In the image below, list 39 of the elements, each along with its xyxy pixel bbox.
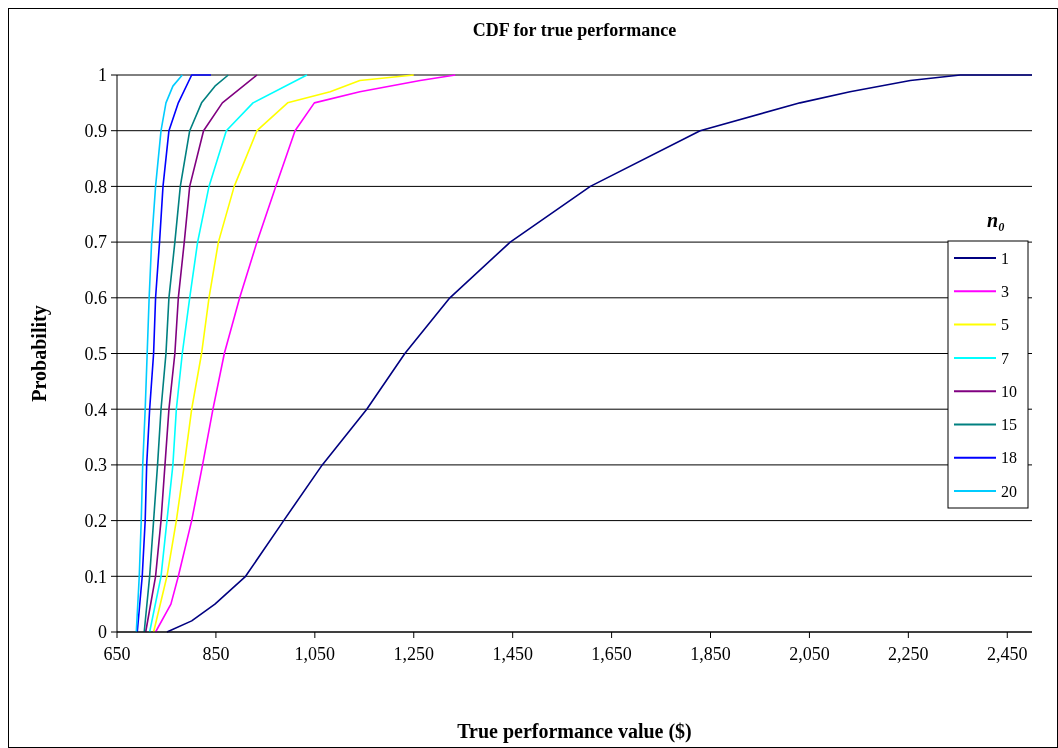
- legend-label: 5: [1001, 316, 1009, 334]
- y-tick-label: 0.1: [84, 566, 107, 587]
- x-axis-title: True performance value ($): [457, 720, 692, 743]
- x-tick-label: 650: [103, 644, 131, 664]
- x-tick-label: 2,450: [987, 644, 1028, 664]
- y-tick-label: 0: [98, 622, 107, 643]
- chart-title: CDF for true performance: [472, 20, 677, 40]
- legend-label: 7: [1001, 349, 1009, 367]
- line-series: [143, 74, 230, 633]
- y-axis-title: Probability: [28, 305, 51, 402]
- line-series: [148, 74, 308, 633]
- legend-label: 20: [1001, 482, 1017, 500]
- legend-label: 3: [1001, 282, 1009, 300]
- y-tick-label: 0.3: [84, 455, 107, 476]
- x-tick-label: 1,050: [294, 644, 336, 664]
- x-tick-label: 2,050: [789, 644, 830, 664]
- y-tick-label: 0.2: [84, 510, 107, 531]
- y-tick-label: 0.5: [84, 343, 107, 364]
- line-series: [166, 74, 1032, 633]
- y-tick-label: 0.4: [84, 399, 107, 420]
- legend-title: n₀: [986, 209, 1006, 231]
- y-tick-label: 0.6: [84, 288, 107, 309]
- x-tick-label: 850: [202, 644, 230, 664]
- legend-label: 15: [1001, 416, 1017, 434]
- x-tick-label: 1,650: [591, 644, 632, 664]
- legend-label: 10: [1001, 382, 1017, 400]
- legend-label: 1: [1001, 249, 1009, 267]
- legend-label: 18: [1001, 449, 1017, 467]
- y-tick-label: 0.7: [84, 232, 107, 253]
- x-tick-label: 1,250: [393, 644, 435, 664]
- x-tick-label: 1,850: [690, 644, 731, 664]
- y-tick-label: 1: [98, 65, 107, 86]
- y-tick-label: 0.9: [84, 121, 107, 141]
- line-series: [136, 74, 212, 633]
- y-tick-label: 0.8: [84, 176, 107, 197]
- line-series: [135, 74, 184, 633]
- x-tick-label: 2,250: [888, 644, 929, 664]
- x-tick-label: 1,450: [492, 644, 533, 664]
- line-series: [144, 74, 258, 633]
